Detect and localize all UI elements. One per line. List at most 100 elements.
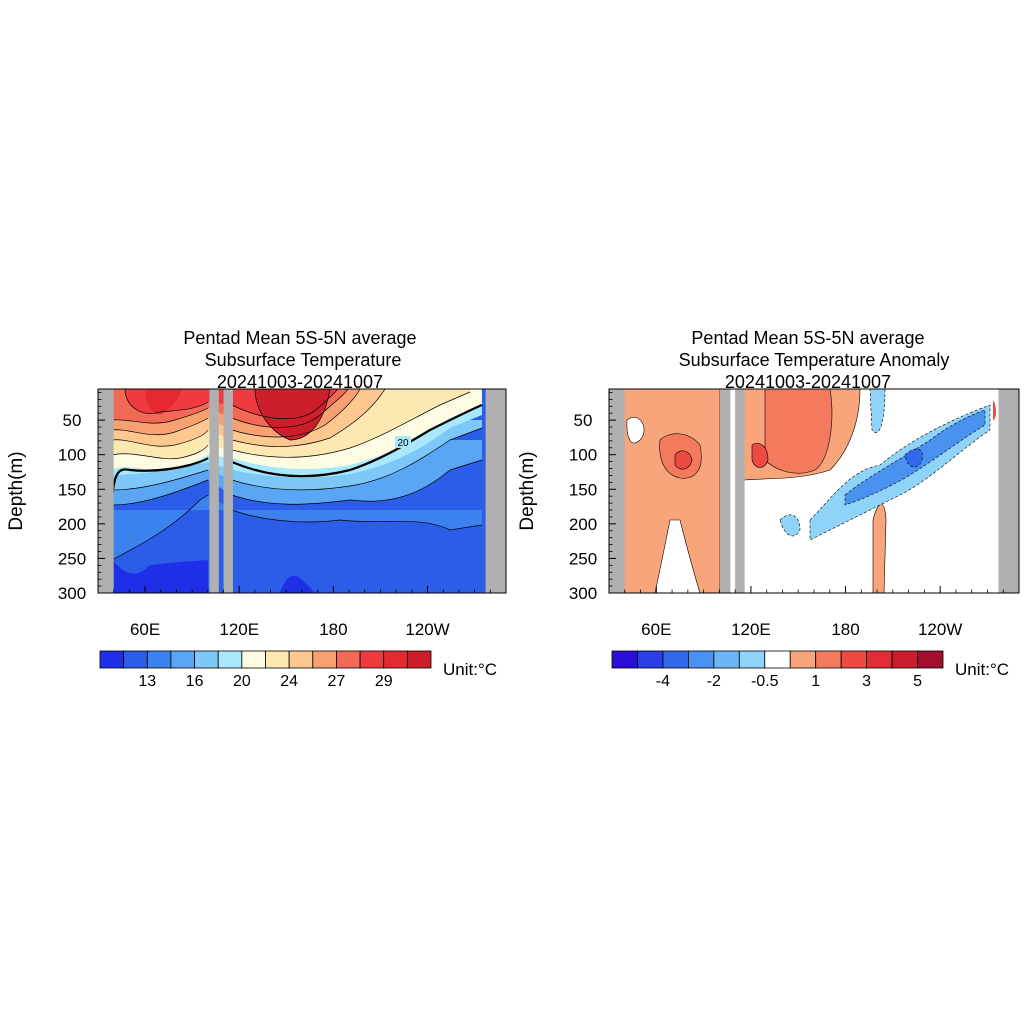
left-colorbar-box	[359, 650, 385, 669]
left-title-line-2: Subsurface Temperature	[205, 350, 402, 370]
left-x-axis: 60E 120E 180 120W	[113, 586, 491, 639]
left-colorbar-box	[312, 650, 337, 669]
left-colorbar-label: 20	[233, 673, 251, 690]
left-y-tick-label: 150	[58, 480, 86, 499]
right-colorbar-label: -4	[656, 673, 670, 690]
left-x-tick-label: 120W	[405, 620, 449, 639]
left-colorbar-box	[336, 650, 361, 669]
left-title-line-3: 20241003-20241007	[217, 372, 383, 392]
right-colorbar-box	[840, 650, 868, 669]
left-colorbar-box	[170, 650, 195, 669]
right-x-tick-label: 60E	[641, 620, 671, 639]
right-land-mask-3	[998, 389, 1019, 593]
right-colorbar-box	[611, 650, 638, 669]
left-x-tick-label: 120E	[219, 620, 259, 639]
left-land-mask-3	[485, 389, 506, 593]
right-colorbar-box	[764, 650, 791, 669]
left-y-axis: 50 100 150 200 250 300	[58, 392, 105, 603]
anomaly-panel: Pentad Mean 5S-5N average Subsurface Tem…	[517, 328, 1020, 690]
left-colorbar-label: 13	[138, 673, 156, 690]
right-y-tick-label: 100	[569, 446, 597, 465]
right-colorbar-box	[789, 650, 817, 669]
right-x-tick-label: 120W	[918, 620, 962, 639]
left-colorbar-box	[241, 650, 266, 669]
right-warm-west-band	[623, 389, 721, 593]
right-title-line-3: 20241003-20241007	[725, 372, 891, 392]
right-x-tick-label: 120E	[731, 620, 771, 639]
right-warm-core-west	[674, 450, 693, 470]
right-unit-label: Unit:°C	[955, 660, 1009, 679]
right-colorbar: -4 -2 -0.5 1 3 5	[611, 650, 944, 690]
right-cold-core	[904, 448, 923, 468]
left-title-line-1: Pentad Mean 5S-5N average	[183, 328, 416, 348]
right-cold-surface-strip	[869, 389, 886, 433]
right-y-axis-label: Depth(m)	[517, 451, 538, 530]
right-y-axis: 50 100 150 200 250 300	[569, 392, 616, 603]
right-colorbar-box	[713, 650, 740, 669]
right-colorbar-box	[866, 650, 893, 669]
left-deep-blob-east	[280, 575, 315, 593]
left-contour-label-bg	[395, 436, 411, 448]
right-land-mask	[609, 389, 1019, 593]
left-land-mask-1	[209, 389, 219, 593]
left-contour-label-20: 20	[397, 438, 409, 449]
right-y-tick-label: 150	[569, 480, 597, 499]
right-land-mask-1	[720, 389, 731, 593]
right-colorbar-box	[637, 650, 664, 669]
right-land-mask-2	[735, 389, 745, 593]
left-layer-13	[112, 495, 482, 560]
right-colorbar-box	[815, 650, 842, 669]
right-land-mask-0	[609, 389, 625, 593]
right-warm-east-plume	[872, 503, 887, 593]
left-plot-field: 20	[98, 389, 506, 593]
right-colorbar-box	[687, 650, 715, 669]
right-y-tick-label: 200	[569, 515, 597, 534]
right-colorbar-box	[738, 650, 766, 669]
temperature-panel: Pentad Mean 5S-5N average Subsurface Tem…	[6, 328, 507, 690]
left-colorbar-label: 27	[328, 673, 346, 690]
right-y-tick-label: 250	[569, 549, 597, 568]
right-warm-core-mid	[751, 442, 769, 468]
left-colorbar-box	[265, 650, 290, 669]
left-y-tick-label: 300	[58, 584, 86, 603]
right-colorbar-label: -2	[707, 673, 721, 690]
left-isotherm-20	[110, 403, 483, 501]
right-colorbar-box	[917, 650, 944, 669]
left-land-mask-2	[223, 389, 233, 593]
right-x-axis: 60E 120E 180 120W	[624, 586, 1004, 639]
left-colorbar: 13 16 20 24 27 29	[99, 650, 432, 690]
left-x-tick-label: 60E	[130, 620, 160, 639]
right-title-line-1: Pentad Mean 5S-5N average	[691, 328, 924, 348]
left-contour-lines	[111, 389, 483, 561]
right-title-line-2: Subsurface Temperature Anomaly	[679, 350, 950, 370]
left-y-tick-label: 50	[63, 411, 82, 430]
left-warm-core-west	[145, 389, 182, 415]
right-colorbar-box	[662, 650, 689, 669]
left-colorbar-label: 16	[186, 673, 204, 690]
left-colorbar-box	[99, 650, 125, 669]
left-colorbar-box	[217, 650, 243, 669]
left-y-tick-label: 100	[58, 446, 86, 465]
left-y-tick-label: 250	[58, 549, 86, 568]
left-colorbar-box	[123, 650, 148, 669]
right-colorbar-box	[891, 650, 918, 669]
left-x-tick-label: 180	[319, 620, 347, 639]
right-y-tick-label: 300	[569, 584, 597, 603]
right-warm-east-edge	[993, 400, 996, 420]
right-colorbar-label: 5	[913, 673, 922, 690]
left-colorbar-box	[288, 650, 314, 669]
right-colorbar-label: 1	[811, 673, 820, 690]
left-colorbar-box	[383, 650, 408, 669]
right-cold-patch-deep	[779, 514, 801, 537]
right-warm-west-gap	[626, 417, 645, 444]
right-colorbar-label: 3	[862, 673, 871, 690]
left-y-axis-label: Depth(m)	[6, 451, 27, 530]
right-plot-field	[609, 389, 1019, 593]
right-warm-mid-strong	[764, 389, 833, 474]
right-y-tick-label: 50	[574, 411, 593, 430]
right-colorbar-label: -0.5	[751, 673, 779, 690]
left-y-tick-label: 200	[58, 515, 86, 534]
left-deepest-layer	[112, 560, 208, 593]
left-land-mask-0	[98, 389, 114, 593]
